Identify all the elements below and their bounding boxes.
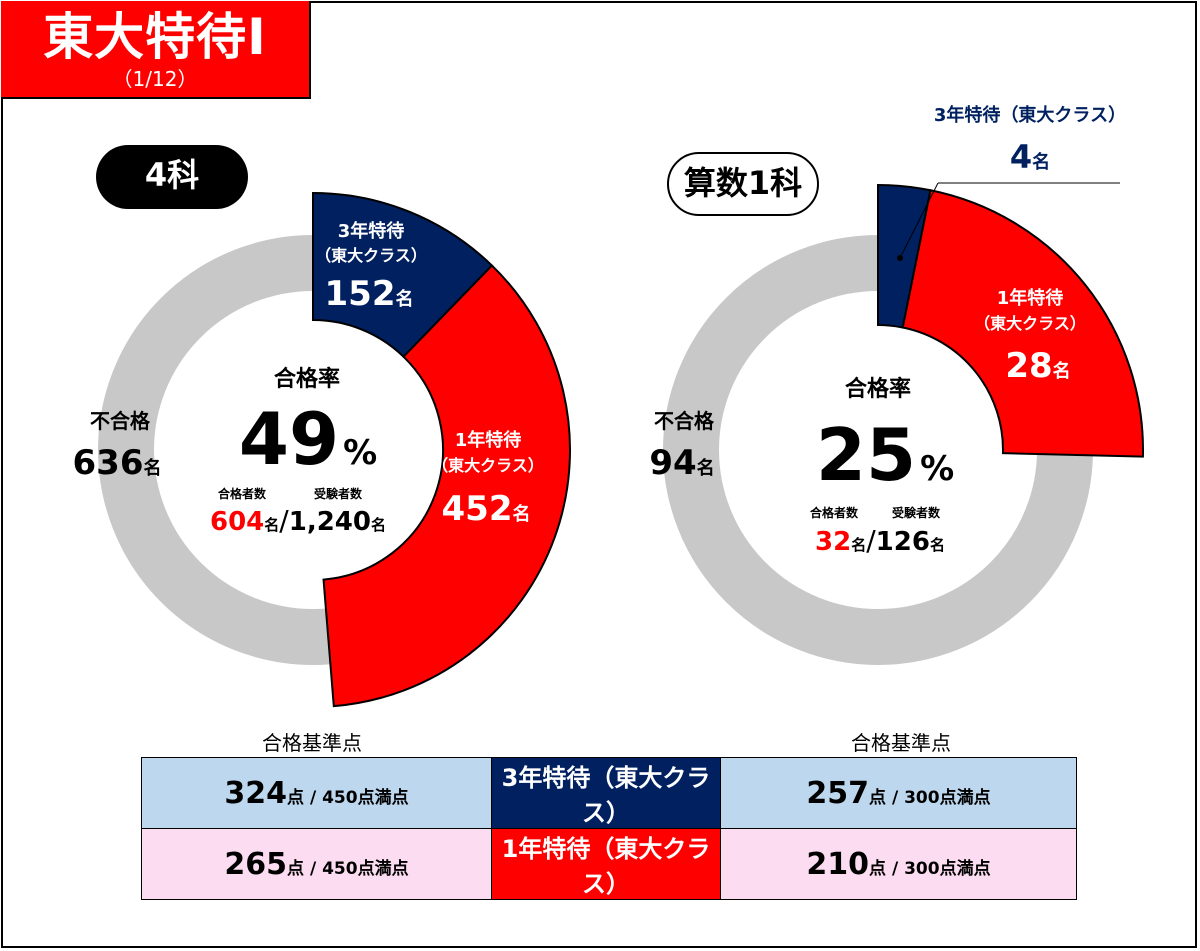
chart2-red-line2: （東大クラス） xyxy=(974,314,1086,333)
chart2-callout-line xyxy=(899,182,939,259)
chart2-navy-value: 4名 xyxy=(1010,138,1050,176)
chart1-fail-value: 636名 xyxy=(73,443,162,483)
chart1-label: 4科 xyxy=(96,145,248,209)
chart2-passers-label: 合格者数 xyxy=(810,505,859,520)
chart2-callout-dot xyxy=(897,255,903,261)
chart1-red-line1: 1年特待 xyxy=(455,429,522,451)
threshold-math-3year: 257点 / 300点満点 xyxy=(720,757,1077,829)
table-row: 324点 / 450点満点 3年特待（東大クラス） 257点 / 300点満点 xyxy=(141,757,1077,829)
page-subtitle: （1/12） xyxy=(112,67,198,91)
threshold-label-right: 合格基準点 xyxy=(851,731,951,755)
chart2-center-title: 合格率 xyxy=(845,376,911,402)
chart2-examinees-label: 受験者数 xyxy=(892,505,941,520)
chart1-navy-line1: 3年特待 xyxy=(338,220,405,242)
chart1-rate: 49% xyxy=(239,397,377,481)
chart2-red-segment xyxy=(901,189,1144,458)
chart1-red-value: 452名 xyxy=(442,489,531,529)
chart2-rate: 25% xyxy=(816,413,954,497)
chart1-red-segment xyxy=(322,264,571,708)
table-row: 265点 / 450点満点 1年特待（東大クラス） 210点 / 300点満点 xyxy=(141,828,1077,900)
chart1-fail-label: 不合格 xyxy=(90,409,151,433)
threshold-row-label-3year: 3年特待（東大クラス） xyxy=(491,757,721,829)
chart1-red-line2: （東大クラス） xyxy=(432,456,544,475)
chart2-navy-line: 3年特待（東大クラス） xyxy=(934,104,1126,126)
chart2-counts: 32名/126名 xyxy=(815,524,945,557)
threshold-table: 324点 / 450点満点 3年特待（東大クラス） 257点 / 300点満点 … xyxy=(141,757,1077,900)
threshold-math-1year: 210点 / 300点満点 xyxy=(720,828,1077,900)
title-banner: 東大特待Ⅰ （1/12） xyxy=(1,1,311,99)
chart1-counts: 604名/1,240名 xyxy=(210,504,386,537)
chart1-navy-value: 152名 xyxy=(325,274,414,314)
chart1-center-title: 合格率 xyxy=(274,366,340,392)
chart1-passers-label: 合格者数 xyxy=(218,486,267,501)
page-title: 東大特待Ⅰ xyxy=(43,8,267,66)
chart2-fail-value: 94名 xyxy=(649,443,714,483)
chart2-red-line1: 1年特待 xyxy=(997,287,1064,309)
chart2-red-value: 28名 xyxy=(1005,346,1070,386)
threshold-4subject-1year: 265点 / 450点満点 xyxy=(141,828,492,900)
threshold-label-left: 合格基準点 xyxy=(262,731,362,755)
chart2-fail-label: 不合格 xyxy=(654,409,715,433)
threshold-4subject-3year: 324点 / 450点満点 xyxy=(141,757,492,829)
chart1-navy-line2: （東大クラス） xyxy=(315,246,427,265)
chart1-examinees-label: 受験者数 xyxy=(314,486,363,501)
threshold-row-label-1year: 1年特待（東大クラス） xyxy=(491,828,721,900)
chart2-label: 算数1科 xyxy=(667,152,819,216)
